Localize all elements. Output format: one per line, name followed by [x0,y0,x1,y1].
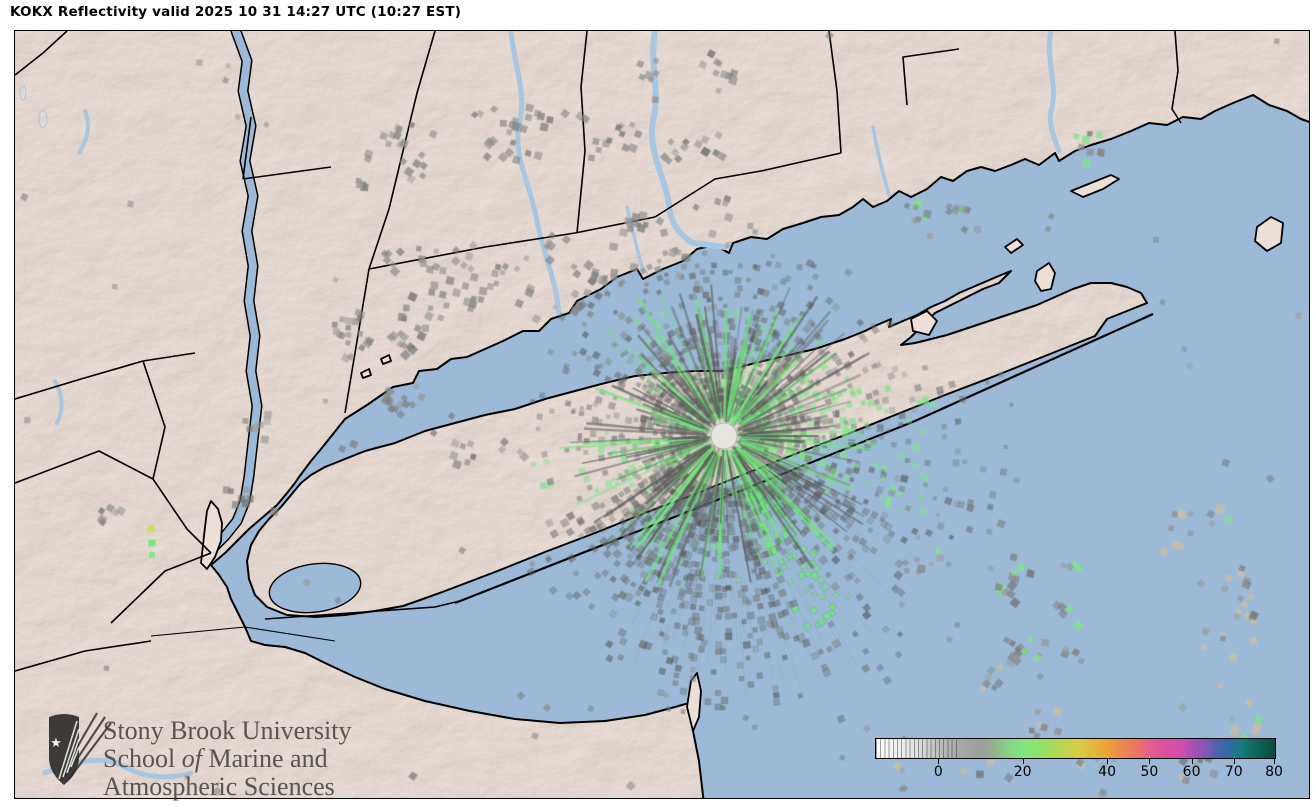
branding-line3: Atmospheric Sciences [103,772,335,801]
colorbar-tick [1233,759,1235,764]
colorbar-label-40: 40 [1098,764,1117,780]
radar-site-marker [710,422,738,450]
colorbar-tick [1191,759,1193,764]
colorbar-label-50: 50 [1140,764,1159,780]
colorbar-tick [1274,759,1275,764]
colorbar-label-60: 60 [1182,764,1201,780]
branding-block: ★ Stony Brook University School of Marin… [41,703,371,811]
colorbar-gradient-strip [875,738,1276,759]
colorbar-tick [1107,759,1109,764]
shield-star-icon: ★ [50,736,62,751]
map-title: KOKX Reflectivity valid 2025 10 31 14:27… [10,4,462,20]
colorbar-tick [1149,759,1151,764]
university-shield-icon: ★ [49,712,112,785]
colorbar-discrete-bins [876,739,960,758]
reflectivity-colorbar: 0 20 40 50 60 70 80 [875,738,1283,788]
colorbar-tick [1022,759,1024,764]
radar-map: ★ Stony Brook University School of Marin… [14,30,1310,801]
colorbar-label-20: 20 [1013,764,1032,780]
colorbar-label-70: 70 [1224,764,1243,780]
colorbar-label-80: 80 [1265,764,1283,780]
branding-text: Stony Brook University School of Marine … [103,716,352,801]
colorbar-label-0: 0 [933,764,943,780]
radar-echo-layer [15,31,1309,798]
colorbar-tick [938,759,940,764]
branding-line1: Stony Brook University [103,716,352,745]
